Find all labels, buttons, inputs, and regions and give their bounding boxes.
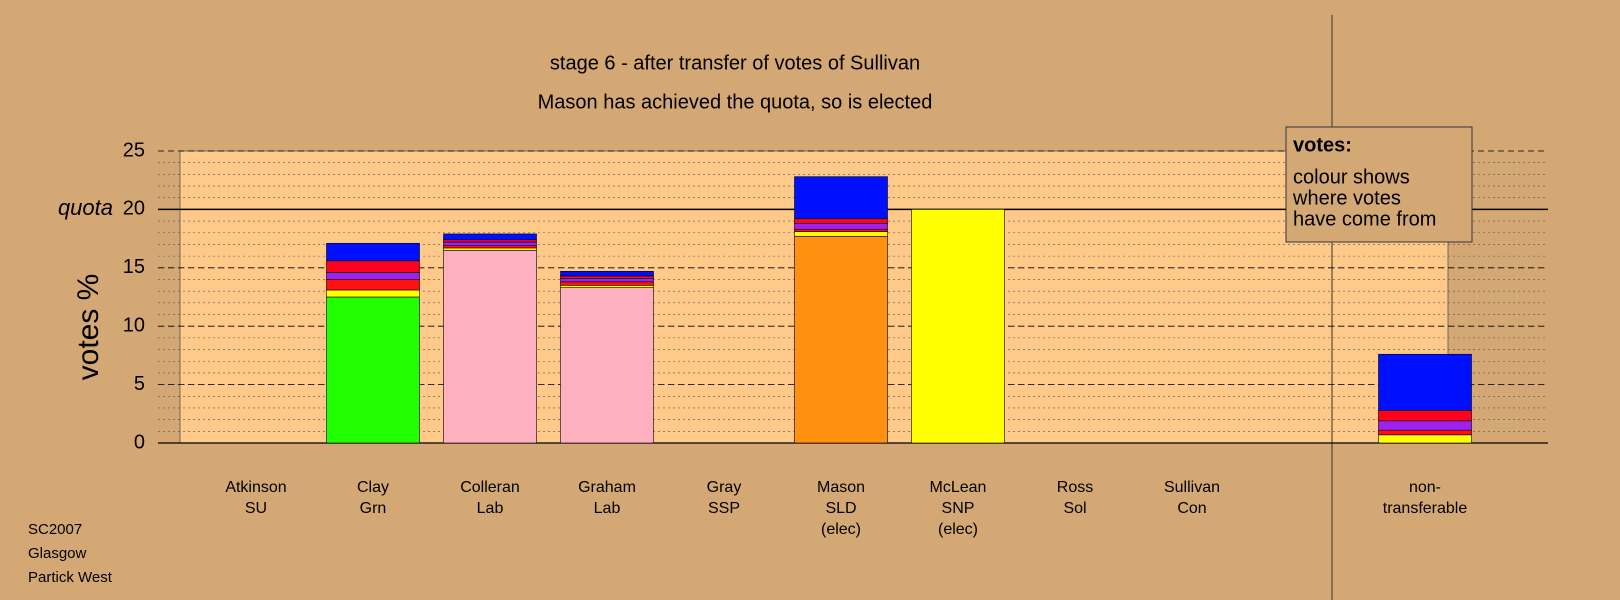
x-tick-label: SSP bbox=[708, 500, 740, 517]
x-tick-label: Colleran bbox=[460, 479, 520, 496]
footer: SC2007 bbox=[28, 521, 82, 538]
bar-segment bbox=[560, 287, 654, 444]
bar-segment bbox=[560, 275, 654, 279]
legend-title: votes: bbox=[1293, 134, 1352, 156]
x-tick-label: Sullivan bbox=[1164, 479, 1220, 496]
bar-segment bbox=[326, 289, 420, 298]
bar-segment bbox=[326, 272, 420, 280]
x-tick-label: non- bbox=[1409, 479, 1441, 496]
bar-segment bbox=[794, 223, 888, 230]
y-tick-label: 15 bbox=[123, 256, 145, 278]
bar-segment bbox=[794, 235, 888, 444]
chart-subtitle: Mason has achieved the quota, so is elec… bbox=[538, 91, 933, 113]
bar-segment bbox=[443, 249, 537, 444]
x-tick-label: SU bbox=[245, 500, 267, 517]
legend-text: where votes bbox=[1292, 187, 1401, 209]
x-tick-label: Gray bbox=[707, 479, 742, 496]
y-tick-label: 20 bbox=[123, 198, 145, 220]
footer: Glasgow bbox=[28, 545, 87, 562]
bar-segment bbox=[1378, 353, 1472, 411]
bar-segment bbox=[326, 296, 420, 444]
x-tick-label: Atkinson bbox=[225, 479, 286, 496]
y-tick-label: 10 bbox=[123, 314, 145, 336]
footer: Partick West bbox=[28, 569, 113, 586]
bar-segment bbox=[443, 233, 537, 241]
x-tick-label: transferable bbox=[1383, 500, 1468, 517]
legend-box bbox=[1285, 126, 1473, 243]
bar-segment bbox=[794, 231, 888, 237]
y-tick-label: 25 bbox=[123, 139, 145, 161]
x-tick-label: SLD bbox=[825, 500, 856, 517]
y-tick-label: 5 bbox=[134, 373, 145, 395]
bar-segment bbox=[794, 228, 888, 232]
bar-segment bbox=[443, 247, 537, 251]
bar-segment bbox=[443, 245, 537, 249]
bar-segment bbox=[560, 281, 654, 286]
quota-label: quota bbox=[58, 195, 113, 220]
bar-segment bbox=[911, 209, 1005, 444]
bar-segment bbox=[443, 239, 537, 243]
legend-text: colour shows bbox=[1293, 166, 1410, 188]
x-tick-label: Sol bbox=[1063, 500, 1086, 517]
x-tick-label: Graham bbox=[578, 479, 636, 496]
bar-segment bbox=[326, 279, 420, 291]
bar-segment bbox=[560, 285, 654, 288]
bar-segment bbox=[794, 218, 888, 224]
x-tick-label: (elec) bbox=[821, 521, 861, 538]
bar-segment bbox=[326, 242, 420, 262]
x-tick-label: Con bbox=[1177, 500, 1206, 517]
bar-segment bbox=[1378, 409, 1472, 422]
bar-segment bbox=[443, 241, 537, 246]
y-axis-label: votes % bbox=[72, 274, 105, 381]
x-tick-label: Lab bbox=[477, 500, 504, 517]
bar-segment bbox=[560, 278, 654, 283]
x-tick-label: Mason bbox=[817, 479, 865, 496]
bar-segment bbox=[326, 260, 420, 273]
bar-segment bbox=[794, 176, 888, 220]
bar-segment bbox=[560, 271, 654, 277]
x-tick-label: Ross bbox=[1057, 479, 1093, 496]
legend-text: have come from bbox=[1293, 208, 1436, 230]
y-tick-label: 0 bbox=[134, 431, 145, 453]
x-tick-label: Grn bbox=[360, 500, 387, 517]
bar-segment bbox=[1378, 429, 1472, 436]
x-tick-label: Clay bbox=[357, 479, 389, 496]
x-tick-label: Lab bbox=[594, 500, 621, 517]
x-tick-label: SNP bbox=[942, 500, 975, 517]
chart-title: stage 6 - after transfer of votes of Sul… bbox=[550, 52, 920, 74]
x-tick-label: (elec) bbox=[938, 521, 978, 538]
x-tick-label: McLean bbox=[930, 479, 987, 496]
bar-segment bbox=[1378, 434, 1472, 444]
bar-segment bbox=[1378, 420, 1472, 431]
